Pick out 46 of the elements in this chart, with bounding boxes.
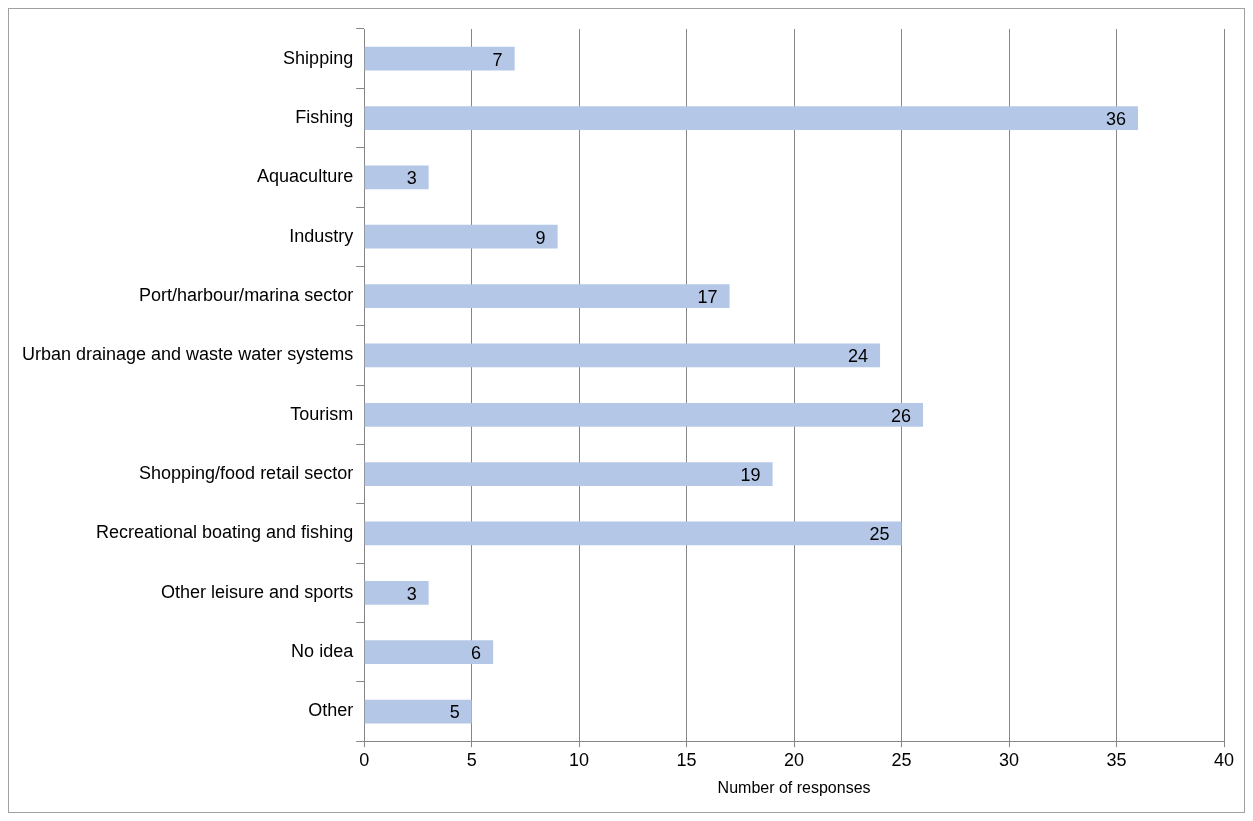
data-label: 5 xyxy=(449,702,460,723)
x-tick-label: 5 xyxy=(466,749,477,770)
y-tick-label: Other xyxy=(308,700,354,721)
x-tick-label: 15 xyxy=(676,749,697,770)
y-tick-label: Fishing xyxy=(295,106,354,127)
y-tick-label: Port/harbour/marina sector xyxy=(139,285,354,306)
bar xyxy=(364,284,730,308)
y-tick-label: No idea xyxy=(291,641,355,662)
bar xyxy=(364,521,902,546)
y-tick-label: Tourism xyxy=(290,403,354,424)
data-label: 24 xyxy=(848,346,869,367)
y-tick-label: Industry xyxy=(289,225,354,246)
data-label: 9 xyxy=(535,227,546,248)
y-tick-label: Recreational boating and fishing xyxy=(95,522,354,543)
bar xyxy=(364,699,472,724)
data-label: 3 xyxy=(406,583,417,604)
y-tick-label: Shipping xyxy=(283,47,354,68)
data-label: 17 xyxy=(697,287,718,308)
bar xyxy=(364,580,429,605)
bar xyxy=(364,46,515,71)
bar xyxy=(364,165,429,190)
data-label: 25 xyxy=(869,524,890,545)
x-tick-label: 30 xyxy=(999,749,1020,770)
bar xyxy=(364,343,881,368)
y-tick-label: Other leisure and sports xyxy=(161,581,354,602)
x-axis-title: Number of responses xyxy=(717,778,871,796)
bar xyxy=(364,640,494,665)
y-tick-label: Shopping/food retail sector xyxy=(139,463,354,484)
x-tick-label: 20 xyxy=(784,749,805,770)
x-tick-label: 25 xyxy=(891,749,912,770)
data-label: 7 xyxy=(492,49,503,70)
data-label: 3 xyxy=(406,168,417,189)
x-tick-label: 0 xyxy=(359,749,370,770)
data-label: 26 xyxy=(891,405,912,426)
bar xyxy=(364,224,558,249)
x-tick-label: 40 xyxy=(1213,749,1235,770)
data-label: 36 xyxy=(1105,108,1127,129)
data-label: 6 xyxy=(471,643,482,664)
x-tick-label: 10 xyxy=(569,749,590,770)
y-tick-label: Aquaculture xyxy=(257,166,354,187)
data-label: 19 xyxy=(740,465,761,486)
bar xyxy=(364,402,924,427)
bar xyxy=(364,106,1139,130)
bar xyxy=(364,462,773,486)
y-tick-label: Urban drainage and waste water systems xyxy=(21,344,354,365)
x-tick-label: 35 xyxy=(1106,749,1127,770)
